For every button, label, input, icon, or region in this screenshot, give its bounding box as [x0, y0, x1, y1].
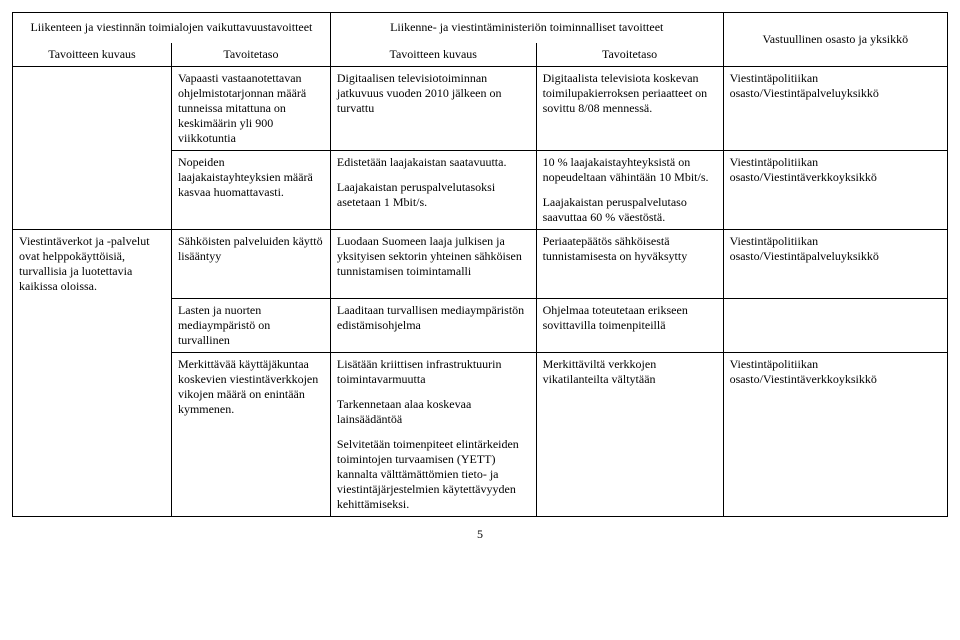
cell: 10 % laajakaistayhteyksistä on nopeudelt… [536, 151, 723, 230]
cell-empty [13, 67, 172, 151]
cell: Viestintäpolitiikan osasto/Viestintäpalv… [723, 230, 947, 299]
cell: Lisätään kriittisen infrastruktuurin toi… [330, 352, 536, 516]
cell: Merkittäviltä verkkojen vikatilanteilta … [536, 352, 723, 516]
cell-empty [13, 298, 172, 352]
cell: Viestintäpolitiikan osasto/Viestintäverk… [723, 151, 947, 230]
cell: Periaatepäätös sähköisestä tunnistamises… [536, 230, 723, 299]
table-row: Lasten ja nuorten mediaympäristö on turv… [13, 298, 948, 352]
header-sub2: Tavoitetaso [171, 43, 330, 67]
page-number: 5 [12, 527, 948, 542]
table-row: Viestintäverkot ja -palvelut ovat helppo… [13, 230, 948, 299]
table-row: Merkittävää käyttäjäkuntaa koskevien vie… [13, 352, 948, 516]
cell: Edistetään laajakaistan saatavuutta. Laa… [330, 151, 536, 230]
cell: Lasten ja nuorten mediaympäristö on turv… [171, 298, 330, 352]
table-row: Vapaasti vastaanotettavan ohjelmistotarj… [13, 67, 948, 151]
cell: Vapaasti vastaanotettavan ohjelmistotarj… [171, 67, 330, 151]
cell: Digitaalista televisiota koskevan toimil… [536, 67, 723, 151]
cell: Merkittävää käyttäjäkuntaa koskevien vie… [171, 352, 330, 516]
cell: Luodaan Suomeen laaja julkisen ja yksity… [330, 230, 536, 299]
cell-empty [13, 352, 172, 516]
header-sub1: Tavoitteen kuvaus [13, 43, 172, 67]
cell: Sähköisten palveluiden käyttö lisääntyy [171, 230, 330, 299]
header-group-2: Liikenne- ja viestintäministeriön toimin… [330, 13, 723, 43]
header-sub4: Tavoitetaso [536, 43, 723, 67]
header-col5: Vastuullinen osasto ja yksikkö [723, 13, 947, 67]
header-group-1: Liikenteen ja viestinnän toimialojen vai… [13, 13, 331, 43]
cell: Ohjelmaa toteutetaan erikseen sovittavil… [536, 298, 723, 352]
cell-empty [13, 151, 172, 230]
cell: Viestintäpolitiikan osasto/Viestintäpalv… [723, 67, 947, 151]
header-sub3: Tavoitteen kuvaus [330, 43, 536, 67]
cell: Viestintäpolitiikan osasto/Viestintäverk… [723, 352, 947, 516]
cell: Viestintäverkot ja -palvelut ovat helppo… [13, 230, 172, 299]
cell: Laaditaan turvallisen mediaympäristön ed… [330, 298, 536, 352]
cell: Nopeiden laajakaistayhteyksien määrä kas… [171, 151, 330, 230]
cell: Digitaalisen televisiotoiminnan jatkuvuu… [330, 67, 536, 151]
table-row: Nopeiden laajakaistayhteyksien määrä kas… [13, 151, 948, 230]
goals-table: Liikenteen ja viestinnän toimialojen vai… [12, 12, 948, 517]
cell-empty [723, 298, 947, 352]
